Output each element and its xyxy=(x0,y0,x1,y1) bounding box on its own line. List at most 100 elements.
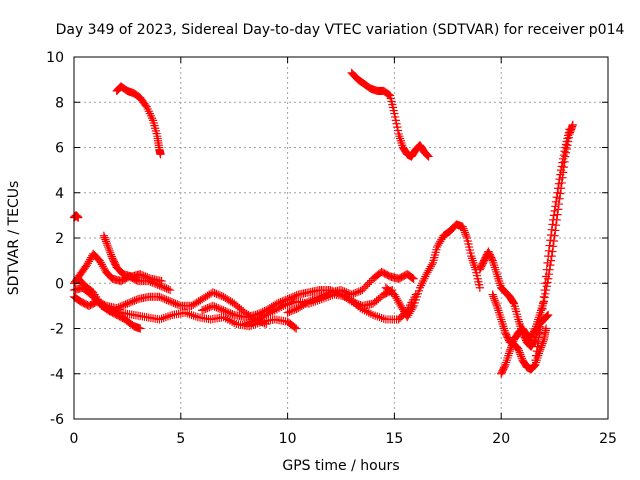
data-point xyxy=(552,193,561,202)
data-point xyxy=(74,213,83,222)
data-point xyxy=(532,347,541,356)
data-point xyxy=(466,248,475,258)
data-point xyxy=(423,150,432,160)
data-point xyxy=(530,325,539,335)
data-point xyxy=(561,140,571,149)
data-point xyxy=(545,241,554,250)
y-tick-label: 6 xyxy=(55,141,64,157)
data-point xyxy=(388,100,397,109)
data-point xyxy=(409,274,418,283)
data-point xyxy=(485,250,494,259)
data-point xyxy=(551,202,560,211)
data-point xyxy=(550,231,559,240)
data-point xyxy=(557,162,566,171)
series-arc-o xyxy=(112,82,165,159)
data-point xyxy=(484,247,493,256)
data-point xyxy=(479,258,488,267)
data-point xyxy=(541,279,550,288)
y-tick-label: 10 xyxy=(46,50,64,66)
data-point xyxy=(538,304,547,313)
data-point xyxy=(540,293,549,302)
series-arc-i xyxy=(381,220,484,322)
data-point xyxy=(568,120,577,129)
data-point xyxy=(533,342,542,351)
series-arc-p xyxy=(347,68,433,161)
data-point xyxy=(549,215,558,224)
data-point xyxy=(391,112,400,122)
x-tick-label: 20 xyxy=(492,431,510,447)
data-point xyxy=(487,253,496,262)
series-arc-h xyxy=(283,267,418,317)
data-point xyxy=(543,258,552,267)
data-point xyxy=(549,242,558,251)
data-point xyxy=(542,265,551,274)
data-point xyxy=(464,239,473,249)
data-point xyxy=(531,351,541,360)
data-point xyxy=(564,128,573,137)
data-point xyxy=(166,285,175,295)
data-point xyxy=(537,310,546,320)
data-point xyxy=(541,272,551,281)
data-point xyxy=(386,91,395,100)
data-point xyxy=(462,233,472,243)
data-point xyxy=(546,230,556,240)
x-tick-label: 10 xyxy=(279,431,297,447)
data-point xyxy=(530,336,539,346)
data-point xyxy=(499,363,509,372)
y-tick-label: -6 xyxy=(50,412,64,428)
data-point xyxy=(509,298,518,307)
data-point xyxy=(546,236,555,245)
data-point xyxy=(487,255,497,264)
data-point xyxy=(536,316,546,326)
data-point xyxy=(528,330,537,339)
data-point xyxy=(527,331,536,341)
data-point xyxy=(391,116,400,125)
data-point xyxy=(564,131,573,140)
data-point xyxy=(554,184,563,193)
y-tick-label: 4 xyxy=(55,186,64,202)
data-point xyxy=(531,356,540,365)
data-point xyxy=(292,324,301,333)
data-point xyxy=(475,265,484,274)
data-point xyxy=(534,333,544,342)
data-point xyxy=(529,327,539,336)
data-point xyxy=(413,289,422,298)
data-point xyxy=(499,365,508,374)
series-arc-n xyxy=(69,211,83,222)
data-point xyxy=(500,362,509,371)
data-point xyxy=(549,211,558,220)
chart-title: Day 349 of 2023, Sidereal Day-to-day VTE… xyxy=(56,22,625,38)
series-arc-e xyxy=(99,231,166,286)
data-point xyxy=(565,125,574,134)
data-point xyxy=(527,333,536,342)
data-point xyxy=(559,150,568,160)
data-point xyxy=(109,255,118,264)
y-tick-label: 8 xyxy=(55,95,64,111)
data-point xyxy=(498,366,507,375)
data-point xyxy=(132,276,141,285)
data-point xyxy=(111,260,120,269)
data-point xyxy=(393,126,403,135)
data-point xyxy=(561,143,570,152)
data-point xyxy=(534,337,543,347)
data-point xyxy=(539,298,548,307)
data-marks xyxy=(69,68,577,378)
x-tick-label: 0 xyxy=(70,431,79,447)
data-point xyxy=(543,311,552,320)
data-point xyxy=(553,188,562,197)
data-point xyxy=(497,369,506,378)
data-point xyxy=(290,323,299,332)
data-point xyxy=(558,158,567,167)
data-point xyxy=(497,368,507,377)
data-point xyxy=(393,123,402,132)
y-tick-label: -4 xyxy=(50,367,64,383)
x-axis-label: GPS time / hours xyxy=(282,458,399,474)
data-point xyxy=(484,248,494,258)
data-point xyxy=(559,154,568,163)
data-point xyxy=(551,221,561,230)
data-point xyxy=(547,225,556,234)
data-point xyxy=(480,255,489,264)
series-arc-m xyxy=(531,125,574,365)
